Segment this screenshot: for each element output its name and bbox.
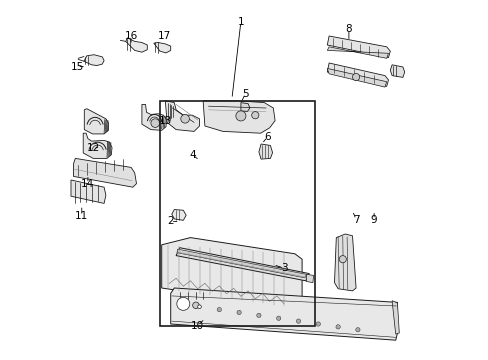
Polygon shape — [84, 55, 104, 66]
Circle shape — [237, 310, 241, 315]
Polygon shape — [177, 249, 306, 278]
Circle shape — [335, 325, 340, 329]
Text: 9: 9 — [370, 215, 377, 225]
Circle shape — [181, 114, 189, 123]
Circle shape — [217, 307, 221, 312]
Polygon shape — [326, 47, 387, 58]
Polygon shape — [306, 274, 313, 283]
Circle shape — [235, 111, 245, 121]
Polygon shape — [326, 68, 386, 87]
Polygon shape — [326, 63, 387, 86]
Circle shape — [197, 305, 201, 309]
Polygon shape — [84, 109, 108, 134]
Circle shape — [316, 322, 320, 326]
Text: 17: 17 — [158, 31, 171, 41]
Circle shape — [355, 328, 359, 332]
Text: 5: 5 — [242, 89, 248, 99]
Bar — [160, 101, 314, 326]
Circle shape — [151, 119, 159, 127]
Text: 14: 14 — [81, 179, 94, 189]
Text: 1: 1 — [237, 17, 244, 27]
Text: 15: 15 — [70, 62, 83, 72]
Circle shape — [296, 319, 300, 323]
Polygon shape — [83, 133, 112, 158]
Polygon shape — [389, 65, 404, 77]
Polygon shape — [326, 36, 389, 58]
Polygon shape — [153, 42, 170, 53]
Text: 10: 10 — [191, 321, 204, 331]
Circle shape — [251, 112, 258, 119]
Text: 4: 4 — [188, 150, 195, 160]
Text: 7: 7 — [352, 215, 359, 225]
Polygon shape — [241, 103, 249, 112]
Polygon shape — [162, 238, 302, 308]
Polygon shape — [71, 180, 106, 203]
Circle shape — [192, 302, 199, 309]
Text: 8: 8 — [345, 24, 351, 34]
Polygon shape — [176, 248, 309, 281]
Circle shape — [256, 313, 261, 318]
Polygon shape — [142, 104, 166, 130]
Polygon shape — [170, 288, 397, 340]
Polygon shape — [73, 158, 136, 187]
Text: 12: 12 — [86, 143, 100, 153]
Text: 11: 11 — [75, 211, 88, 221]
Circle shape — [352, 73, 359, 81]
Circle shape — [177, 297, 189, 310]
Polygon shape — [391, 301, 399, 334]
Polygon shape — [334, 234, 355, 291]
Polygon shape — [258, 144, 272, 159]
Text: 16: 16 — [124, 31, 138, 41]
Polygon shape — [171, 210, 186, 220]
Text: 2: 2 — [167, 216, 174, 226]
Text: 3: 3 — [280, 263, 287, 273]
Text: 6: 6 — [264, 132, 270, 142]
Polygon shape — [165, 101, 199, 131]
Circle shape — [339, 256, 346, 263]
Polygon shape — [203, 101, 275, 133]
Circle shape — [276, 316, 280, 320]
Polygon shape — [125, 38, 147, 52]
Text: 13: 13 — [158, 116, 172, 126]
